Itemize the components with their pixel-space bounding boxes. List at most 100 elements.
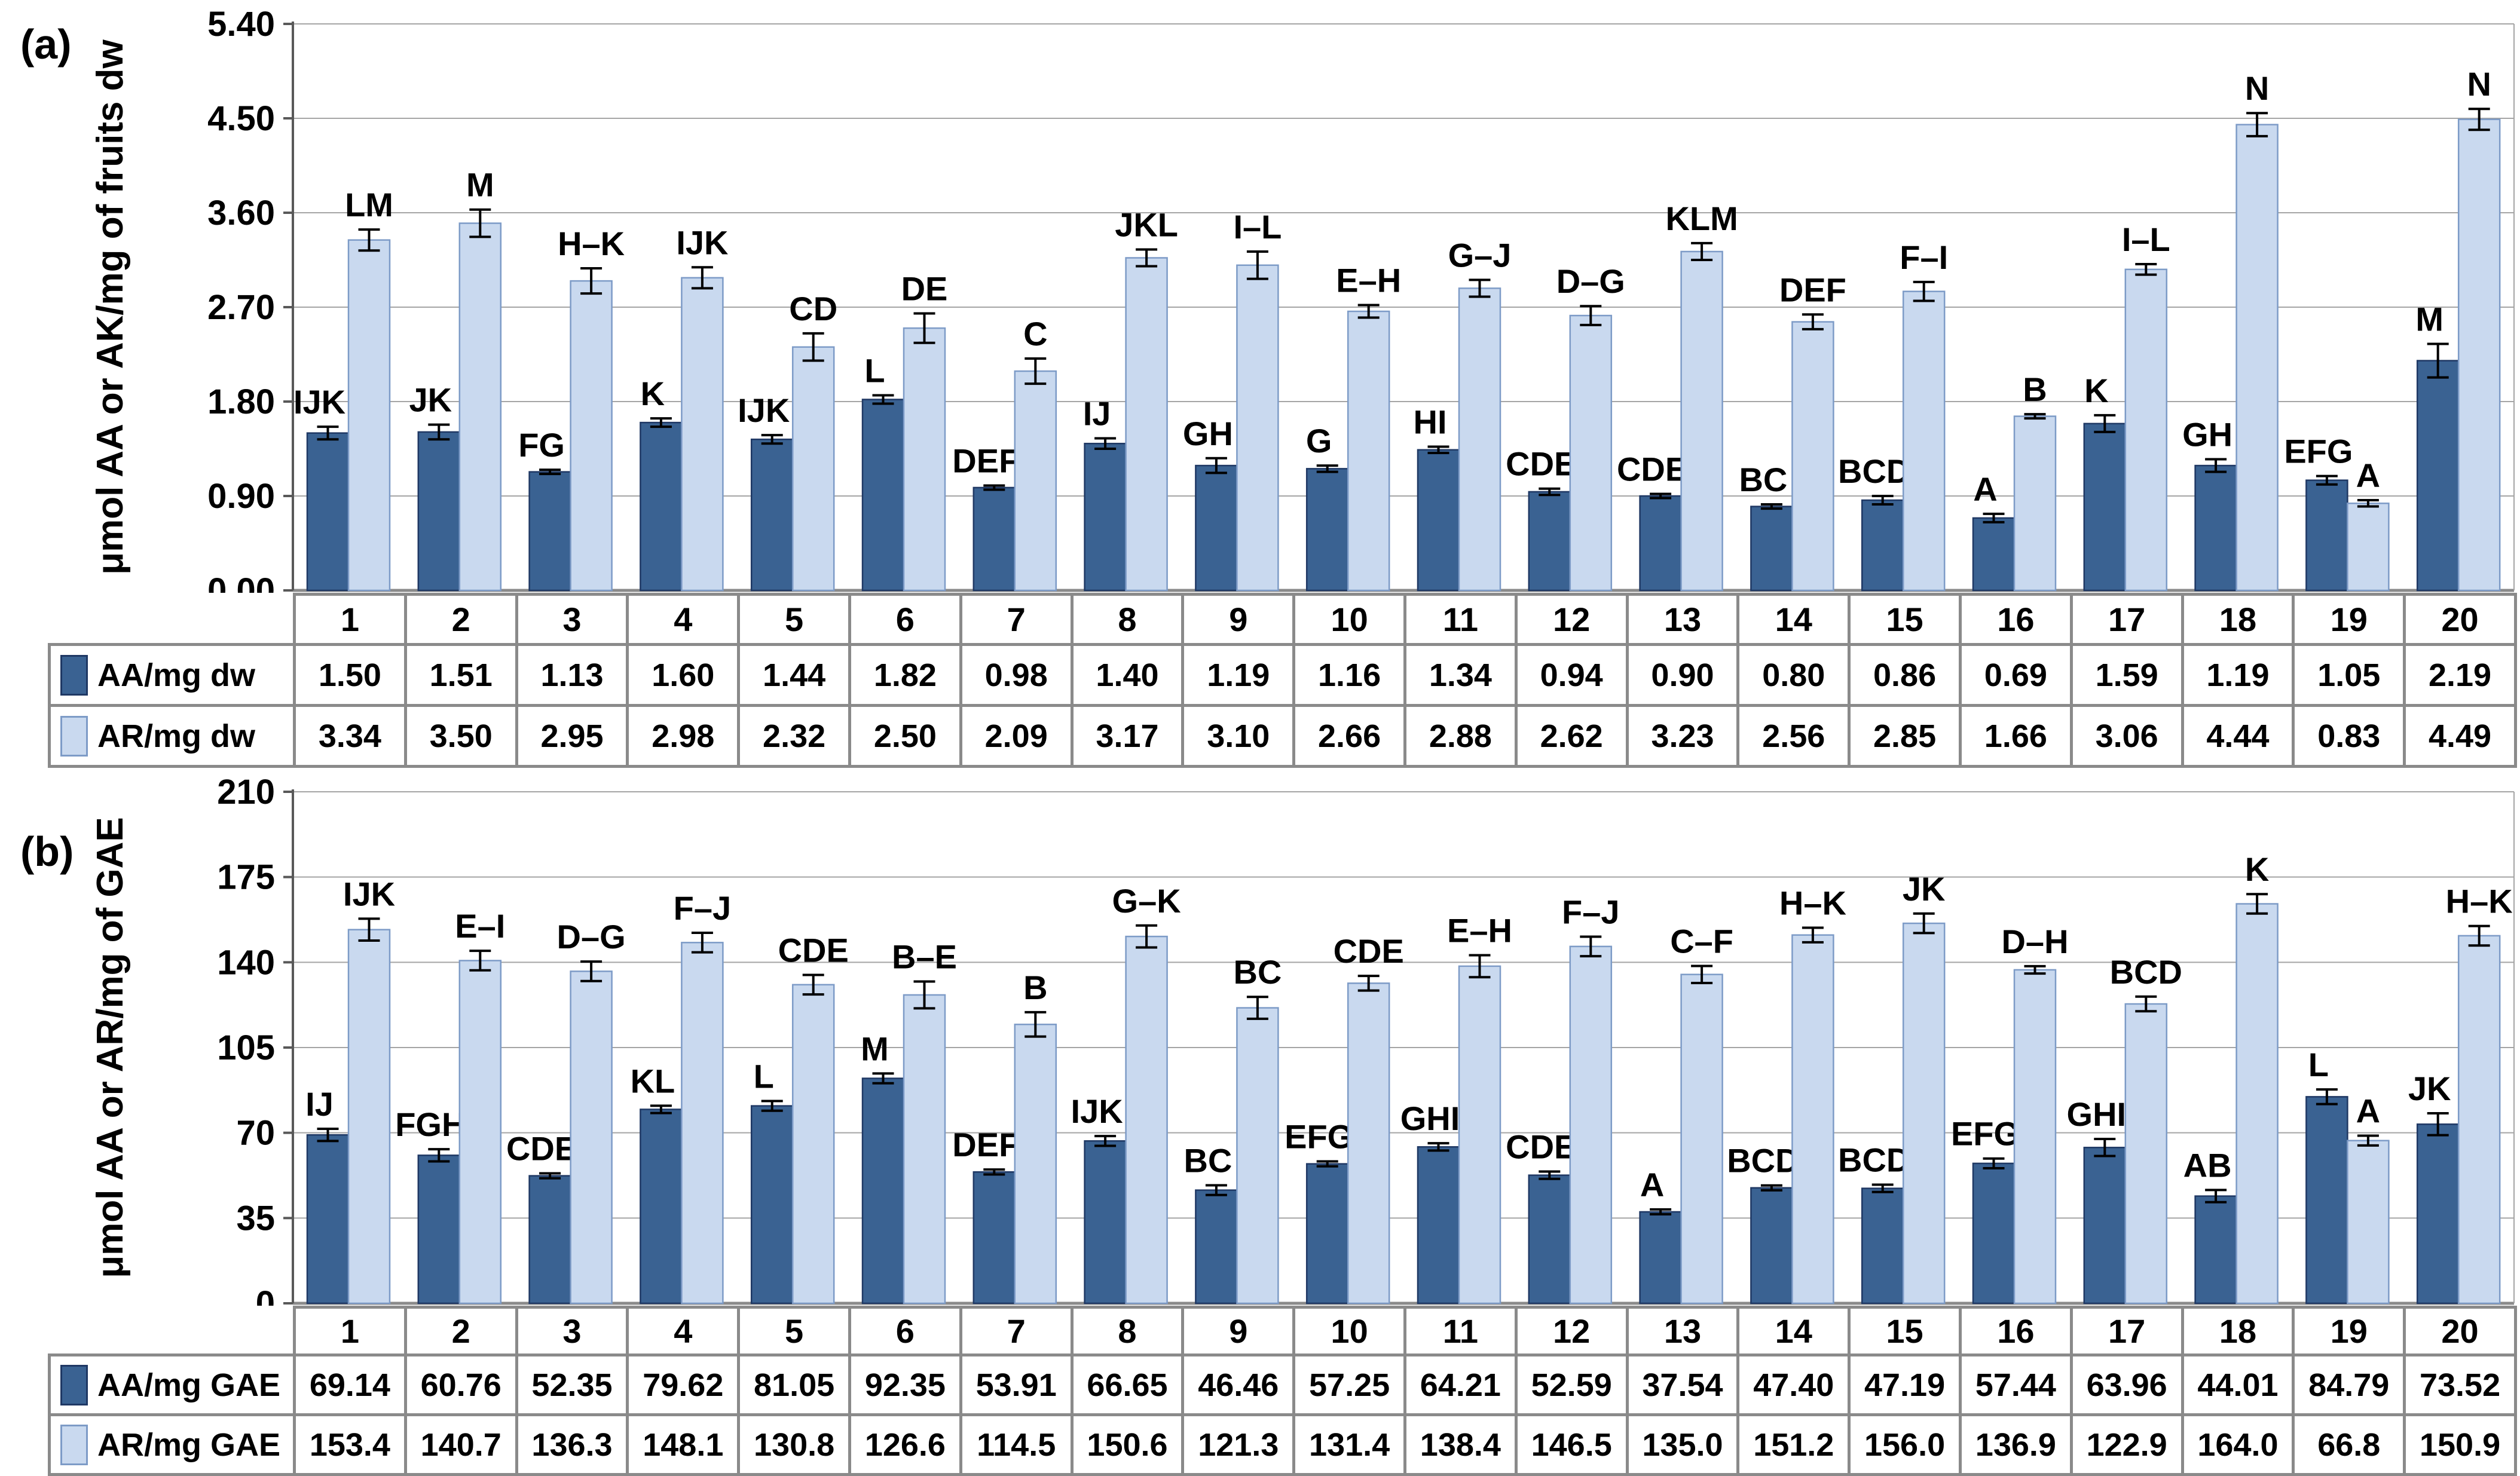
error-bar — [2468, 108, 2490, 131]
y-tick-label: 4.50 — [207, 99, 275, 138]
error-bar — [2205, 1189, 2227, 1204]
bar-ar-18 — [2235, 903, 2279, 1304]
bar-ar-16 — [2013, 415, 2057, 592]
error-bar — [2246, 112, 2268, 137]
value-cell: 84.79 — [2292, 1353, 2406, 1416]
category-header: 9 — [1181, 593, 1296, 646]
legend-swatch-aa — [60, 654, 88, 696]
bar-aa-3 — [528, 471, 571, 592]
error-bar — [1871, 1183, 1894, 1193]
bar-ar-20 — [2457, 118, 2501, 592]
category-header: 11 — [1403, 593, 1518, 646]
significance-letter: DE — [901, 270, 948, 308]
error-bar — [580, 267, 603, 295]
significance-letter: I–L — [1233, 208, 1282, 246]
category-header: 16 — [1958, 1306, 2073, 1356]
y-tick-label: 105 — [217, 1028, 275, 1067]
category-header: 7 — [959, 593, 1074, 646]
bar-ar-14 — [1791, 934, 1834, 1304]
value-cell: 148.1 — [626, 1413, 741, 1476]
error-bar — [1650, 1208, 1672, 1216]
value-cell: 126.6 — [848, 1413, 962, 1476]
error-bar — [1760, 1184, 1782, 1192]
error-bar — [872, 1072, 894, 1085]
bar-aa-1 — [306, 1134, 350, 1304]
significance-letter: B–E — [892, 938, 957, 976]
error-bar — [2316, 1088, 2338, 1106]
bar-aa-5 — [750, 1105, 794, 1304]
bar-ar-3 — [570, 280, 613, 592]
error-bar — [428, 423, 450, 441]
value-cell: 81.05 — [737, 1353, 851, 1416]
category-header: 1 — [293, 593, 407, 646]
bar-ar-7 — [1014, 370, 1057, 592]
bar-ar-5 — [791, 984, 835, 1304]
bar-aa-13 — [1639, 1211, 1682, 1304]
category-header: 13 — [1625, 593, 1740, 646]
error-bar — [1205, 457, 1227, 474]
legend-swatch-ar — [60, 1424, 88, 1465]
bar-ar-19 — [2347, 1140, 2390, 1304]
chart-a: 0.00 0.90 1.80 2.70 3.60 4.50 5.40 (a) μmol AA o… — [20, 5, 2515, 593]
bar-ar-7 — [1014, 1024, 1057, 1304]
value-cell: 121.3 — [1181, 1413, 1296, 1476]
y-axis-title: μmol AA or AR/mg of GAE — [90, 817, 131, 1278]
value-cell: 0.69 — [1958, 643, 2073, 707]
value-cell: 53.91 — [959, 1353, 1074, 1416]
value-cell: 131.4 — [1292, 1413, 1406, 1476]
error-bar — [1802, 313, 1824, 330]
value-cell: 2.32 — [737, 704, 851, 768]
significance-letter: KLM — [1665, 200, 1738, 237]
y-axis-title: μmol AA or AK/mg of fruits dw — [90, 39, 131, 574]
value-cell: 69.14 — [293, 1353, 407, 1416]
bar-ar-1 — [347, 239, 391, 592]
value-cell: 66.8 — [2292, 1413, 2406, 1476]
error-bar — [1650, 492, 1672, 500]
value-cell: 2.62 — [1514, 704, 1629, 768]
table-corner-blank — [49, 1307, 295, 1355]
y-tick-label: 3.60 — [207, 194, 275, 232]
value-cell: 2.19 — [2403, 643, 2517, 707]
value-cell: 64.21 — [1403, 1353, 1518, 1416]
error-bar — [691, 266, 713, 290]
error-bar — [469, 950, 491, 972]
value-cell: 150.6 — [1070, 1413, 1185, 1476]
y-tick-label: 140 — [217, 943, 275, 982]
value-cell: 44.01 — [2180, 1353, 2295, 1416]
value-cell: 3.06 — [2069, 704, 2184, 768]
value-cell: 37.54 — [1625, 1353, 1740, 1416]
value-cell: 1.40 — [1070, 643, 1185, 707]
significance-letter: L — [864, 351, 885, 389]
significance-letter: BCD — [1727, 1142, 1799, 1180]
y-tick-label: 175 — [217, 858, 275, 897]
error-bar — [1246, 250, 1268, 280]
significance-letter: IJK — [738, 391, 790, 429]
legend-swatch-ar — [60, 715, 88, 757]
significance-letter: L — [2308, 1046, 2329, 1083]
y-tick-label: 5.40 — [207, 5, 275, 44]
value-cell: 150.9 — [2403, 1413, 2517, 1476]
error-bar — [1691, 964, 1713, 984]
value-cell: 114.5 — [959, 1413, 1074, 1476]
bar-aa-9 — [1195, 1189, 1238, 1304]
bar-aa-6 — [861, 399, 905, 592]
error-bar — [1580, 935, 1602, 958]
error-bar — [2316, 474, 2338, 486]
value-cell: 47.19 — [1848, 1353, 1962, 1416]
category-header: 15 — [1848, 593, 1962, 646]
legend-cell: AR/mg GAE — [48, 1413, 296, 1476]
significance-letter: N — [2245, 69, 2269, 107]
value-cell: 1.51 — [403, 643, 518, 707]
significance-letter: K — [641, 375, 665, 412]
bar-ar-20 — [2457, 935, 2501, 1304]
error-bar — [2135, 995, 2157, 1013]
bar-aa-8 — [1084, 1140, 1127, 1304]
value-cell: 57.25 — [1292, 1353, 1406, 1416]
value-cell: 2.95 — [515, 704, 629, 768]
bar-ar-3 — [570, 970, 613, 1304]
category-header: 11 — [1403, 1306, 1518, 1356]
error-bar — [1802, 926, 1824, 944]
value-cell: 3.10 — [1181, 704, 1296, 768]
value-cell: 2.09 — [959, 704, 1074, 768]
error-bar — [1024, 357, 1047, 385]
